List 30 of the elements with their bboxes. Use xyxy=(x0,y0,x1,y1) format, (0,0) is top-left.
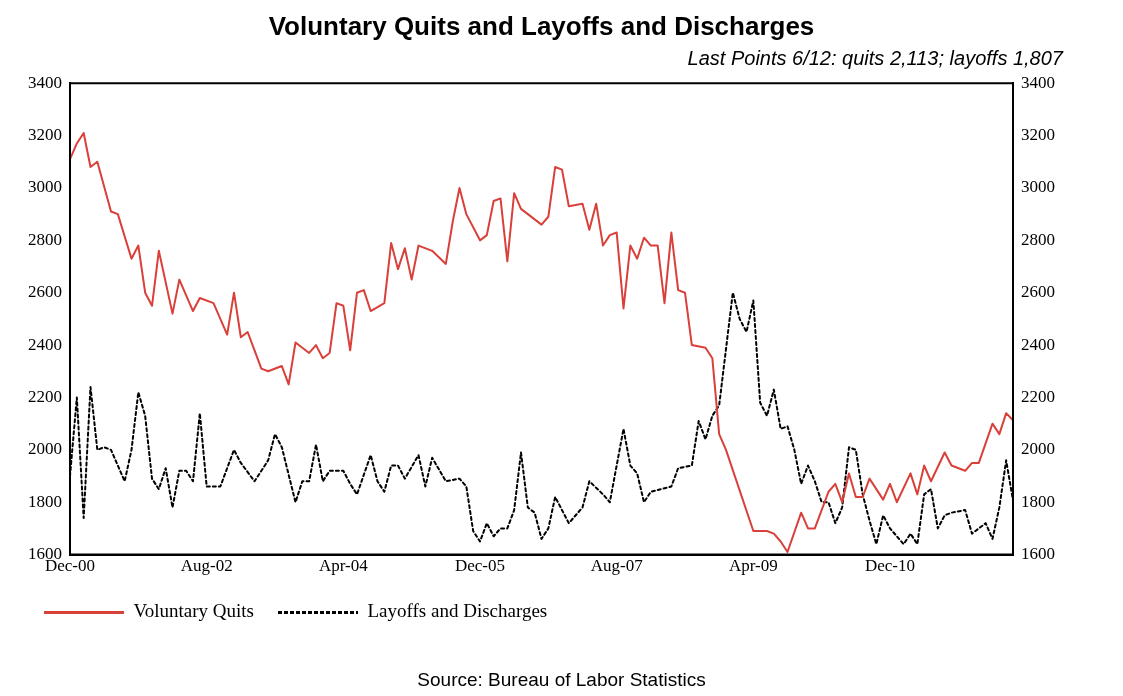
y2-tick-label: 2000 xyxy=(1021,439,1055,459)
y2-tick-label: 2800 xyxy=(1021,229,1055,249)
y-tick-label: 3000 xyxy=(28,177,62,197)
y-tick-label: 2400 xyxy=(28,334,62,354)
y2-tick-label: 2200 xyxy=(1021,386,1055,406)
x-tick-label: Dec-10 xyxy=(864,556,916,576)
y-tick-label: 1800 xyxy=(28,491,62,511)
y2-tick-label: 1800 xyxy=(1021,491,1055,511)
y-tick-label: 2800 xyxy=(28,229,62,249)
x-tick-label: Aug-02 xyxy=(180,556,233,576)
y-tick-label: 3400 xyxy=(28,72,62,92)
y2-tick-label: 3200 xyxy=(1021,125,1055,145)
y2-tick-label: 3400 xyxy=(1021,72,1055,92)
y2-tick-label: 1600 xyxy=(1021,544,1055,564)
chart-title: Voluntary Quits and Layoffs and Discharges xyxy=(268,10,815,41)
chart-subtitle: Last Points 6/12: quits 2,113; layoffs 1,807 xyxy=(687,46,1064,69)
y-tick-label: 3200 xyxy=(28,125,62,145)
y-tick-label: 2200 xyxy=(28,386,62,406)
y-tick-label: 2000 xyxy=(28,439,62,459)
y2-tick-label: 2400 xyxy=(1021,334,1055,354)
y-tick-label: 2600 xyxy=(28,282,62,302)
x-tick-label: Apr-09 xyxy=(728,556,778,576)
source-note: Source: Bureau of Labor Statistics xyxy=(417,668,706,690)
x-tick-label: Apr-04 xyxy=(318,556,369,576)
y2-tick-label: 3000 xyxy=(1021,177,1055,197)
y2-tick-label: 2600 xyxy=(1021,282,1055,302)
legend-label: Layoffs and Discharges xyxy=(367,600,548,622)
x-tick-label: Aug-07 xyxy=(590,556,644,576)
legend-label: Voluntary Quits xyxy=(133,600,255,622)
x-tick-label: Dec-05 xyxy=(454,556,506,576)
